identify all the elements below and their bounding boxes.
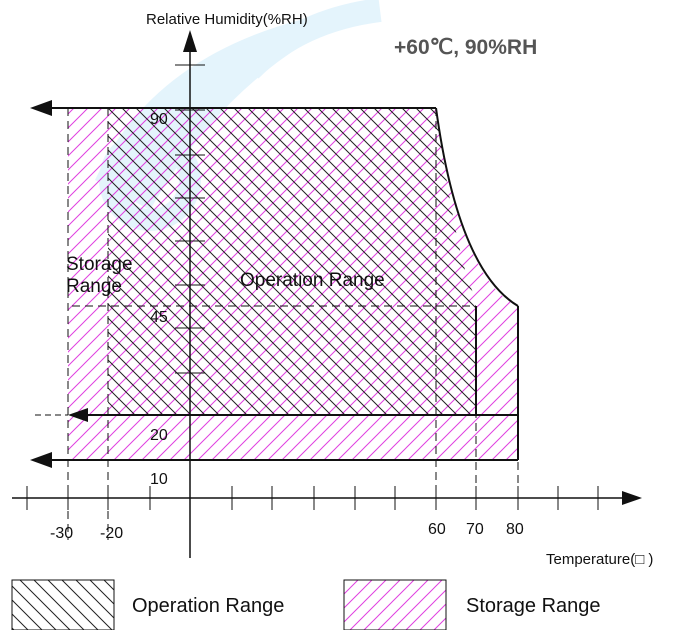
y-ticks — [175, 64, 205, 374]
y-axis-label: Relative Humidity(%RH) — [146, 11, 308, 28]
temp-label-60: 60 — [428, 521, 446, 538]
x-axis-arrow — [622, 491, 642, 505]
rh-label-45: 45 — [150, 309, 168, 326]
operation-boundary — [40, 107, 519, 461]
temp-label-minus20: -20 — [100, 525, 123, 542]
condition-note: +60℃, 90%RH — [394, 36, 537, 59]
x-axis-label: Temperature(□ ) — [546, 551, 653, 568]
legend-storage-label: Storage Range — [466, 595, 601, 617]
operation-range-area — [108, 108, 476, 415]
legend-storage-swatch — [343, 579, 447, 630]
temp-label-minus30: -30 — [50, 525, 73, 542]
rh-label-20: 20 — [150, 427, 168, 444]
dashed-guides — [67, 108, 519, 540]
legend: Operation Range Storage Range — [11, 579, 601, 630]
left-arrows — [30, 100, 88, 468]
storage-range-label-line2: Range — [66, 276, 122, 297]
temp-label-80: 80 — [506, 521, 524, 538]
storage-range-label-line1: Storage — [66, 254, 133, 275]
x-ticks — [26, 486, 599, 510]
rh-label-10: 10 — [150, 471, 168, 488]
rh-label-90: 90 — [150, 111, 168, 128]
operation-range-label: Operation Range — [240, 270, 385, 291]
legend-operation-swatch — [11, 579, 115, 630]
temp-label-70: 70 — [466, 521, 484, 538]
y-axis-arrow — [183, 30, 197, 52]
legend-operation-label: Operation Range — [132, 595, 284, 617]
